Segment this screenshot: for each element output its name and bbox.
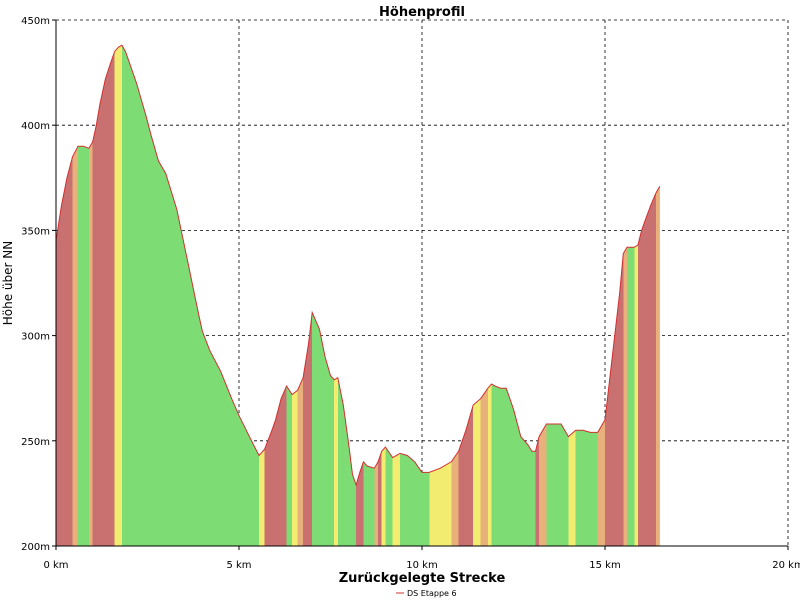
y-tick-label: 450m [21,16,50,27]
y-tick-label: 350m [21,226,50,237]
y-axis-label: Höhe über NN [1,241,15,325]
legend-entry: DS Etappe 6 [407,589,457,598]
x-tick-label: 20 km [772,560,800,571]
x-tick-label: 0 km [43,560,68,571]
elevation-profile-line [55,44,661,487]
y-axis-ticks: 200m 250m 300m 350m 400m 450m [21,16,56,553]
y-tick-label: 300m [21,332,50,343]
x-axis-label: Zurückgelegte Strecke [339,571,506,586]
y-tick-label: 400m [21,121,50,132]
x-axis-ticks: 0 km 5 km 10 km 15 km 20 km [43,546,800,571]
y-tick-label: 250m [21,437,50,448]
x-tick-label: 15 km [589,560,620,571]
x-tick-label: 5 km [226,560,251,571]
legend: DS Etappe 6 [396,589,457,598]
y-tick-label: 200m [21,542,50,553]
x-tick-label: 10 km [406,560,437,571]
chart-title: Höhenprofil [379,5,465,20]
